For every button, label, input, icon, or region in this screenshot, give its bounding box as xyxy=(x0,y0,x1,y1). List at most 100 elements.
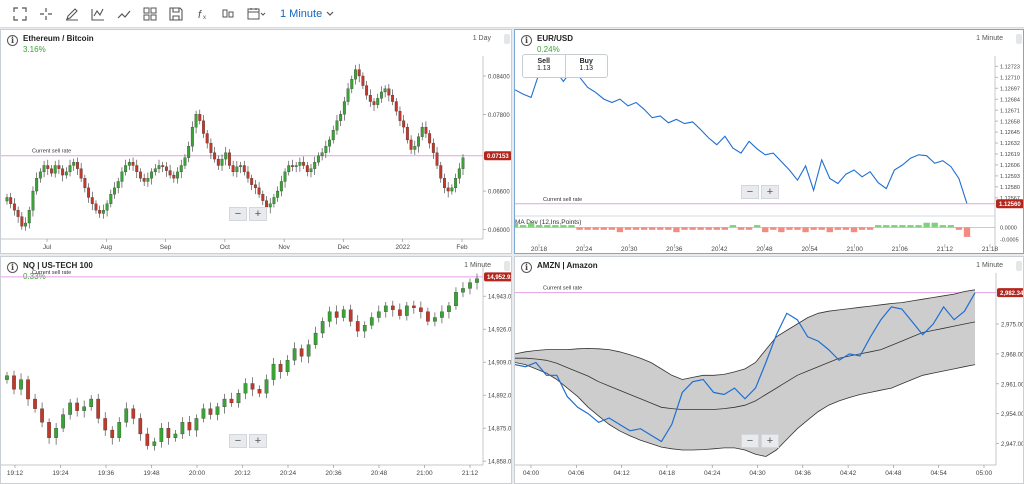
candle-body xyxy=(309,168,313,173)
layout-grid-icon[interactable] xyxy=(138,3,162,25)
x-tick-label: 20:48 xyxy=(371,470,388,477)
y-tick-label: 1.12567 xyxy=(1000,196,1020,202)
candle-body xyxy=(150,171,154,179)
price-chart[interactable]: 14,943.00 14,926.00 14,909.00 14,892.00 14,8… xyxy=(1,257,512,484)
zoom-out-button[interactable]: − xyxy=(741,185,759,199)
candle-body xyxy=(166,427,171,438)
panel-scrollbar[interactable] xyxy=(504,261,510,271)
chevron-down-icon xyxy=(326,11,334,16)
panel-scrollbar[interactable] xyxy=(1016,34,1022,44)
zoom-out-button[interactable]: − xyxy=(741,434,759,448)
panel-header: i Ethereum / Bitcoin 3.16% xyxy=(7,34,94,54)
candle-body xyxy=(424,126,428,134)
candle-body xyxy=(420,126,424,137)
draw-pencil-icon[interactable] xyxy=(60,3,84,25)
interval-dropdown[interactable]: 1 Minute xyxy=(280,8,334,20)
calendar-icon[interactable] xyxy=(242,3,272,25)
indicator-bar xyxy=(721,227,729,230)
current-sell-rate-label: Current sell rate xyxy=(32,149,71,155)
x-tick-label: Jul xyxy=(43,244,52,251)
candle-body xyxy=(215,406,220,415)
candle-body xyxy=(468,282,472,289)
indicator-bar xyxy=(955,227,963,230)
candle-body xyxy=(57,165,61,169)
candle-body xyxy=(168,170,172,176)
price-change: 3.16% xyxy=(23,45,46,54)
candle-body xyxy=(368,95,372,102)
price-tag xyxy=(484,151,511,161)
candle-body xyxy=(372,101,376,105)
info-icon[interactable]: i xyxy=(521,35,532,46)
crosshair-icon[interactable] xyxy=(34,3,58,25)
candle-body xyxy=(229,398,234,404)
fullscreen-icon[interactable] xyxy=(8,3,32,25)
info-icon[interactable]: i xyxy=(7,35,18,46)
y-tick-label: 14,926.00 xyxy=(488,328,512,334)
chart-panel-eth-btc[interactable]: i Ethereum / Bitcoin 3.16% 1 Day 0.08400… xyxy=(0,29,512,254)
indicator-bar xyxy=(866,227,874,230)
x-tick-label: 04:42 xyxy=(840,470,857,477)
price-tag-label: 1.12560 xyxy=(999,202,1021,208)
candle-body xyxy=(387,88,391,96)
candle-body xyxy=(103,418,108,431)
candle-body xyxy=(443,178,446,189)
x-tick-label: Aug xyxy=(100,244,112,251)
y-tick-label: 1.12697 xyxy=(1000,86,1020,92)
chart-type-icon[interactable] xyxy=(216,3,240,25)
trade-box: Sell 1.13 Buy 1.13 xyxy=(522,54,608,78)
buy-button[interactable]: Buy 1.13 xyxy=(564,55,608,77)
panel-scrollbar[interactable] xyxy=(504,34,510,44)
indicator-bar xyxy=(624,227,632,230)
candle-body xyxy=(461,157,465,169)
chart-panel-amzn[interactable]: i AMZN | Amazon 1 Minute 2,975.00 2,968.0… xyxy=(514,256,1024,484)
indicator-bar xyxy=(665,227,672,230)
candle-body xyxy=(127,162,131,166)
x-tick-label: 20:24 xyxy=(576,246,593,253)
zoom-in-button[interactable]: + xyxy=(249,434,267,448)
sell-button[interactable]: Sell 1.13 xyxy=(523,55,565,77)
candle-body xyxy=(120,171,124,182)
candle-body xyxy=(439,165,443,179)
candle-body xyxy=(222,398,227,407)
zoom-out-button[interactable]: − xyxy=(229,434,247,448)
chart-panel-nq[interactable]: i NQ | US-TECH 100 0.33% 1 Minute 14,943… xyxy=(0,256,512,484)
price-chart[interactable]: 1.12723 1.12710 1.12697 1.12684 1.12671 1.126… xyxy=(515,30,1024,254)
candle-body xyxy=(257,187,261,195)
zoom-out-button[interactable]: − xyxy=(229,207,247,221)
info-icon[interactable]: i xyxy=(7,262,18,273)
indicator-icon[interactable] xyxy=(86,3,110,25)
candle-body xyxy=(187,146,191,158)
save-icon[interactable] xyxy=(164,3,188,25)
panel-scrollbar[interactable] xyxy=(1016,261,1022,271)
info-icon[interactable]: i xyxy=(521,262,532,273)
candle-body xyxy=(294,165,298,167)
candle-body xyxy=(90,197,94,204)
x-tick-label: 04:36 xyxy=(795,470,812,477)
zoom-in-button[interactable]: + xyxy=(761,434,779,448)
indicator-bar xyxy=(681,227,688,230)
candle-body xyxy=(362,325,367,332)
indicator-bar xyxy=(584,227,591,230)
candle-body xyxy=(101,210,105,214)
price-chart[interactable]: 2,975.00 2,968.00 2,961.00 2,954.00 2,947.00… xyxy=(515,257,1024,484)
zoom-in-button[interactable]: + xyxy=(761,185,779,199)
trend-icon[interactable] xyxy=(112,3,136,25)
zoom-in-button[interactable]: + xyxy=(249,207,267,221)
price-chart[interactable]: 0.08400 0.07800 0.06600 0.06000 Jul Aug Sep Oct… xyxy=(1,30,512,254)
candle-body xyxy=(205,133,209,144)
candle-body xyxy=(68,402,72,415)
candle-body xyxy=(105,203,109,211)
x-tick-label: 20:18 xyxy=(531,246,548,253)
candle-body xyxy=(279,181,283,192)
candle-body xyxy=(250,178,254,185)
candle-body xyxy=(440,311,444,318)
x-tick-label: 04:48 xyxy=(885,470,902,477)
candle-body xyxy=(243,383,248,394)
y-tick-label: 1.12632 xyxy=(1000,141,1020,147)
x-tick-label: 21:00 xyxy=(416,470,433,477)
candle-body xyxy=(246,171,250,179)
candle-body xyxy=(75,162,79,169)
x-tick-label: 20:30 xyxy=(621,246,638,253)
